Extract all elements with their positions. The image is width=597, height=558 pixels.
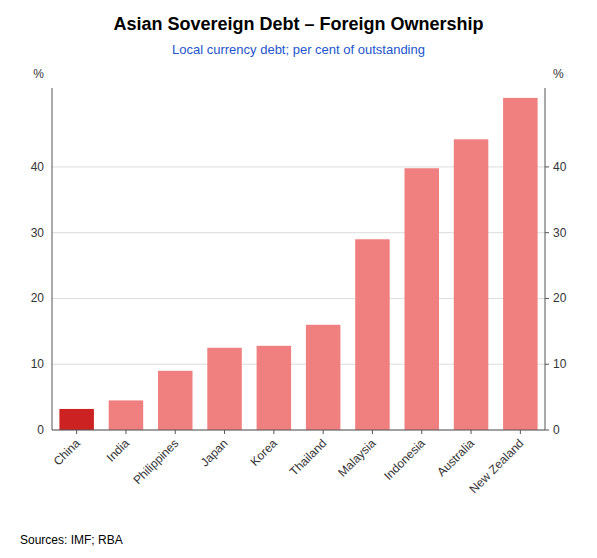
chart-svg: 0 10 20 30 40 0 10 20 30 40 China IndiaPhilippines J… [0,0,597,558]
y2-tick-label: 40 [553,160,567,174]
x-tick [323,430,324,434]
x-tick-label: Australia [434,436,477,479]
bar [404,168,439,430]
subtitle: Local currency debt; per cent of outstan… [172,42,425,57]
x-tick [471,430,472,434]
x-tick [421,430,422,434]
x-tick-label: Indonesia [381,436,428,483]
y2-tick-label: 30 [553,226,567,240]
x-tick-label: New Zealand [467,436,527,496]
left-axis [52,88,53,430]
x-tick [76,430,77,434]
x-tick [125,430,126,434]
bar [355,239,390,430]
x-tick-label: China [51,436,83,468]
y-tick-label: 40 [31,160,45,174]
x-tick [372,430,373,434]
y2-tick [545,166,549,167]
chart-container: 0 10 20 30 40 0 10 20 30 40 China IndiaPhilippines J… [0,0,597,558]
x-tick-label: Philippines [130,436,181,487]
bar [257,346,292,430]
bar [109,400,144,430]
x-tick-label: Thailand [287,436,329,478]
title: Asian Sovereign Debt – Foreign Ownership [113,14,483,34]
x-tick [520,430,521,434]
source: Sources: IMF; RBA [20,533,123,547]
y-tick-label: 20 [31,291,45,305]
x-tick [273,430,274,434]
y-axis-label: % [33,67,44,81]
bar [59,409,94,430]
y2-tick [545,232,549,233]
x-tick-label: Japan [198,436,231,469]
bar [207,348,242,430]
x-tick-label: India [104,436,133,465]
y2-tick [545,430,549,431]
bar [158,371,193,430]
y2-tick-label: 20 [553,291,567,305]
x-tick-label: Malaysia [335,436,379,480]
x-tick [224,430,225,434]
y-tick-label: 30 [31,226,45,240]
background [0,0,597,558]
bar [306,325,341,430]
x-tick [175,430,176,434]
bar [503,98,538,430]
y2-tick [545,364,549,365]
y2-axis-label: % [553,67,564,81]
y2-tick-label: 10 [553,357,567,371]
y-tick-label: 10 [31,357,45,371]
y-tick-label: 0 [37,423,44,437]
bars [59,98,537,430]
right-axis [545,88,546,430]
y2-tick [545,298,549,299]
x-tick-label: Korea [247,436,280,469]
y2-tick-label: 0 [553,423,560,437]
bar [454,139,489,430]
